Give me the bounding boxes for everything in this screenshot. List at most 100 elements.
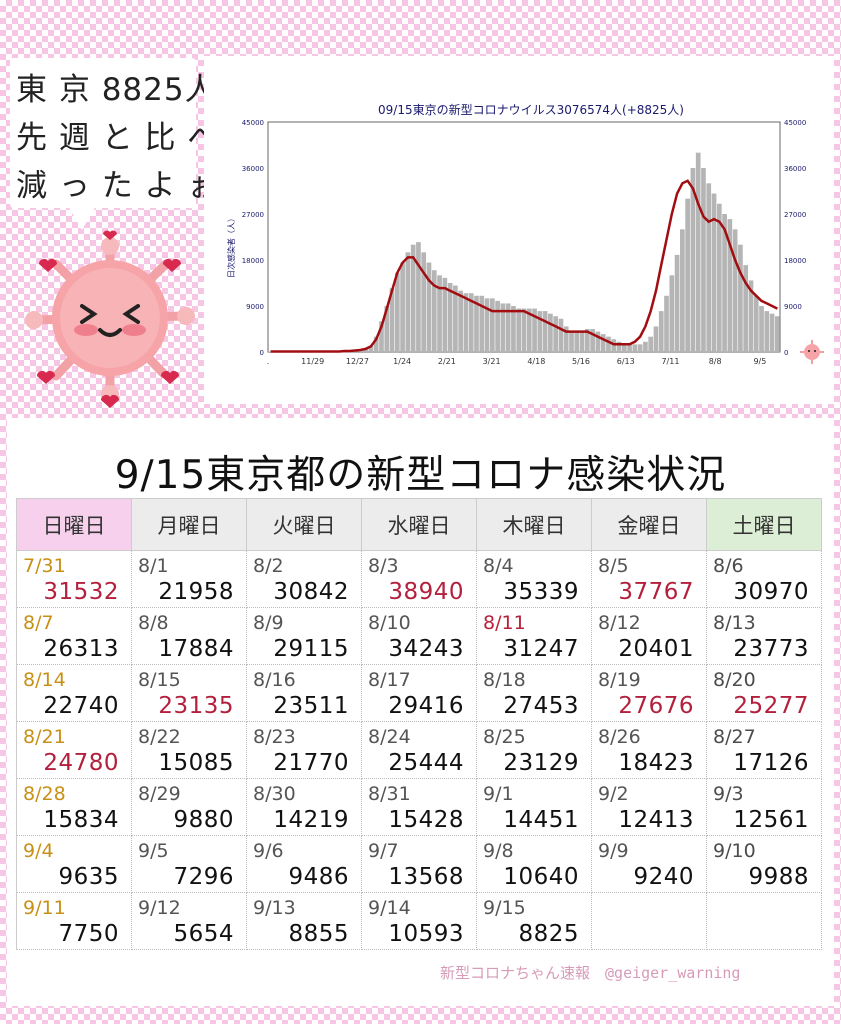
bar <box>563 326 569 352</box>
day-count: 34243 <box>388 636 464 662</box>
day-count: 9880 <box>173 807 234 833</box>
day-count: 31247 <box>503 636 579 662</box>
bar <box>743 265 749 352</box>
bar <box>569 331 574 352</box>
bar <box>716 203 722 352</box>
bar <box>690 168 696 352</box>
x-tick-label: 3/21 <box>483 357 501 366</box>
day-count: 22740 <box>43 693 119 719</box>
day-date: 8/30 <box>253 783 296 805</box>
day-count: 25277 <box>733 693 809 719</box>
day-cell: 8/20 25277 <box>707 665 822 722</box>
chart-ylabel: 日次感染者（人） <box>226 214 236 278</box>
day-date: 8/1 <box>138 555 169 577</box>
bar <box>500 303 506 352</box>
day-cell: 8/15 23135 <box>132 665 247 722</box>
bar <box>394 272 400 352</box>
bar <box>648 336 654 352</box>
bar <box>410 244 416 352</box>
day-cell: 8/13 23773 <box>707 608 822 665</box>
day-count: 18423 <box>618 750 694 776</box>
x-tick-label: 7/11 <box>661 357 679 366</box>
column-header: 土曜日 <box>707 499 822 551</box>
day-cell: 8/18 27453 <box>477 665 592 722</box>
day-date: 8/3 <box>368 555 399 577</box>
bar <box>775 316 780 352</box>
day-cell: 9/14 10593 <box>362 893 477 950</box>
day-count: 9635 <box>58 864 119 890</box>
bar <box>542 311 548 352</box>
day-cell: 8/14 22740 <box>17 665 132 722</box>
day-count: 23135 <box>158 693 234 719</box>
day-count: 7296 <box>173 864 234 890</box>
moving-average-line <box>270 179 778 353</box>
day-date: 8/24 <box>368 726 411 748</box>
day-count: 38940 <box>388 579 464 605</box>
day-cell: 8/26 18423 <box>592 722 707 779</box>
x-tick-label: 6/13 <box>617 357 635 366</box>
bar <box>363 348 368 352</box>
day-date: 8/20 <box>713 669 756 691</box>
bar <box>585 329 590 352</box>
bar <box>442 277 448 352</box>
bar <box>574 331 580 352</box>
day-cell: 8/19 27676 <box>592 665 707 722</box>
day-date: 8/27 <box>713 726 756 748</box>
x-tick-label: 12/27 <box>346 357 369 366</box>
bar <box>431 270 437 352</box>
column-header: 月曜日 <box>132 499 247 551</box>
bar <box>616 341 622 352</box>
bar <box>463 293 469 352</box>
bar <box>437 275 442 352</box>
column-header: 火曜日 <box>247 499 362 551</box>
x-tick-label: 1/24 <box>393 357 411 366</box>
y-tick-label: 27000 <box>784 211 806 219</box>
bar <box>748 280 754 352</box>
speech-line-2: 先 週 と 比 べ <box>16 120 220 156</box>
day-cell: 8/12 20401 <box>592 608 707 665</box>
day-count: 26313 <box>43 636 119 662</box>
day-count: 23773 <box>733 636 809 662</box>
day-date: 8/17 <box>368 669 411 691</box>
day-date: 9/9 <box>598 840 629 862</box>
day-cell: 8/7 26313 <box>17 608 132 665</box>
day-cell <box>707 893 822 950</box>
day-count: 15834 <box>43 807 119 833</box>
bar <box>595 331 601 352</box>
day-count: 12413 <box>618 807 694 833</box>
column-header: 金曜日 <box>592 499 707 551</box>
bar <box>669 275 675 352</box>
bar <box>416 242 421 352</box>
bar <box>653 326 659 352</box>
day-date: 9/10 <box>713 840 756 862</box>
bar <box>711 193 717 352</box>
y-tick-label: 27000 <box>242 211 264 219</box>
day-date: 8/23 <box>253 726 296 748</box>
bar <box>426 262 432 352</box>
day-cell: 9/7 13568 <box>362 836 477 893</box>
footer-credit: 新型コロナちゃん速報 @geiger_warning <box>440 964 741 982</box>
bar <box>706 183 712 352</box>
day-date: 8/9 <box>253 612 284 634</box>
column-header: 木曜日 <box>477 499 592 551</box>
day-date: 9/11 <box>23 897 66 919</box>
day-date: 8/2 <box>253 555 284 577</box>
bar <box>368 345 374 352</box>
day-count: 21770 <box>273 750 349 776</box>
y-tick-label: 18000 <box>242 257 264 265</box>
y-tick-label: 0 <box>260 349 264 357</box>
bar <box>627 344 632 352</box>
day-count: 13568 <box>388 864 464 890</box>
day-date: 9/1 <box>483 783 514 805</box>
day-count: 9486 <box>288 864 349 890</box>
y-tick-label: 36000 <box>784 165 806 173</box>
bar <box>489 298 495 352</box>
bar <box>637 344 643 352</box>
y-tick-label: 0 <box>784 349 788 357</box>
day-count: 30970 <box>733 579 809 605</box>
bar <box>732 229 738 352</box>
column-header: 水曜日 <box>362 499 477 551</box>
y-tick-label: 9000 <box>246 303 264 311</box>
column-header: 日曜日 <box>17 499 132 551</box>
bar <box>447 283 453 352</box>
